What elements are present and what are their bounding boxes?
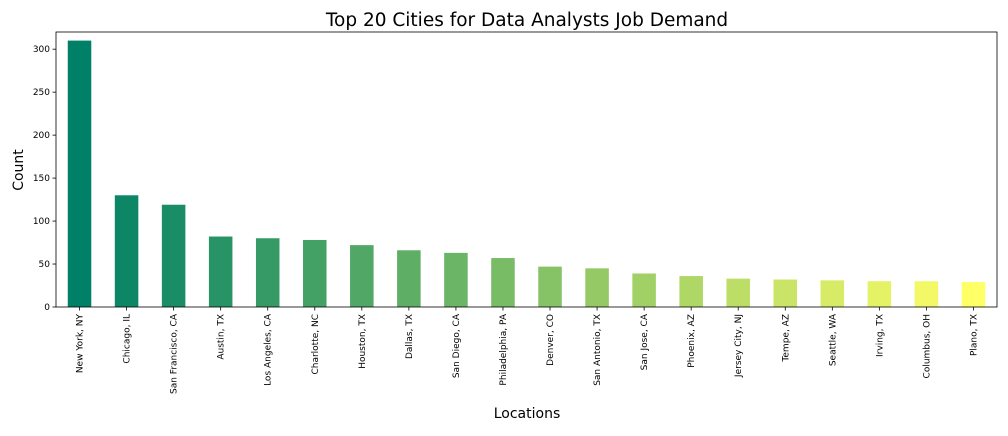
- bar-san-diego-ca: [444, 252, 468, 307]
- x-tick-label: Houston, TX: [358, 314, 368, 369]
- x-tick-label: Chicago, IL: [123, 314, 133, 364]
- bar-dallas-tx: [397, 250, 421, 307]
- bar-austin-tx: [208, 236, 233, 307]
- bar-seattle-wa: [820, 280, 845, 307]
- plot-frame: [55, 31, 998, 308]
- y-tick-label: 0: [44, 303, 50, 313]
- bar-charlotte-nc: [303, 239, 327, 307]
- x-tick-label: Columbus, OH: [922, 314, 932, 378]
- bar-plano-tx: [961, 282, 986, 307]
- x-tick-label: New York, NY: [76, 314, 86, 374]
- y-tick-label: 150: [33, 174, 50, 184]
- x-tick-label: Charlotte, NC: [311, 314, 321, 375]
- bar-philadelphia-pa: [491, 258, 515, 307]
- y-tick-label: 200: [33, 131, 50, 141]
- x-tick-label: San Antonio, TX: [593, 314, 603, 386]
- bar-new-york-ny: [67, 40, 92, 308]
- x-axis-label: Locations: [494, 406, 561, 422]
- bar-tempe-az: [773, 279, 798, 307]
- x-tick-label: Dallas, TX: [405, 314, 415, 359]
- x-tick-label: Plano, TX: [969, 314, 979, 356]
- x-tick-label: San Jose, CA: [640, 313, 650, 370]
- x-tick-label: San Francisco, CA: [170, 313, 180, 394]
- y-axis-ticks: 0 50 100 150 200 250 300: [33, 45, 56, 313]
- x-tick-label: San Diego, CA: [452, 313, 462, 378]
- y-axis-label: Count: [11, 149, 27, 191]
- bar-san-francisco-ca: [161, 204, 186, 307]
- x-tick-label: Seattle, WA: [828, 313, 838, 366]
- chart-title: Top 20 Cities for Data Analysts Job Dema…: [325, 10, 728, 31]
- x-axis-ticks: New York, NY Chicago, IL San Francisco, CA…: [76, 307, 979, 394]
- bar-san-jose-ca: [632, 273, 656, 307]
- y-tick-label: 100: [33, 217, 50, 227]
- bar-columbus-oh: [914, 281, 939, 307]
- bars-group: [67, 40, 986, 308]
- bar-denver-co: [538, 266, 562, 307]
- bar-jersey-city-nj: [726, 278, 750, 307]
- bar-irving-tx: [867, 281, 892, 307]
- bar-houston-tx: [350, 245, 374, 308]
- bar-san-antonio-tx: [585, 268, 609, 307]
- x-tick-label: Austin, TX: [217, 314, 227, 360]
- x-tick-label: Irving, TX: [875, 314, 885, 357]
- y-tick-label: 50: [39, 260, 51, 270]
- bar-chicago-il: [114, 195, 139, 307]
- x-tick-label: Phoenix, AZ: [687, 314, 697, 368]
- x-tick-label: Los Angeles, CA: [264, 313, 274, 386]
- bar-los-angeles-ca: [255, 238, 280, 307]
- x-tick-label: Tempe, AZ: [781, 314, 791, 363]
- y-tick-label: 300: [33, 45, 50, 55]
- y-tick-label: 250: [33, 88, 50, 98]
- x-tick-label: Jersey City, NJ: [734, 314, 744, 378]
- bar-phoenix-az: [679, 276, 703, 307]
- x-tick-label: Philadelphia, PA: [499, 313, 509, 385]
- x-tick-label: Denver, CO: [546, 314, 556, 366]
